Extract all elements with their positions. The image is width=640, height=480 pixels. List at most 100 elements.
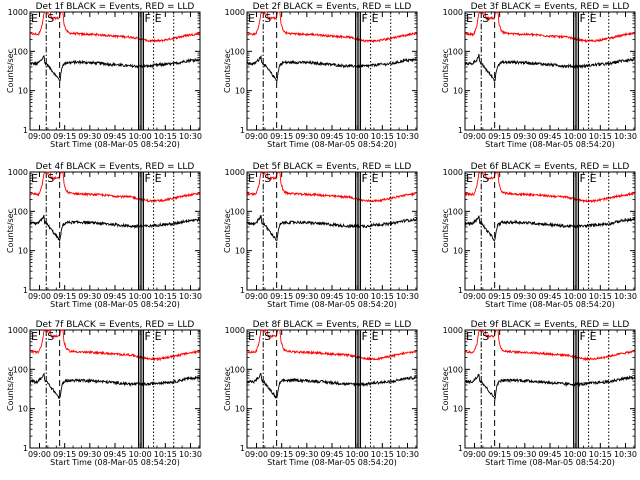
x-tick-label: 09:00 <box>28 292 51 301</box>
x-tick-label: 09:00 <box>245 292 268 301</box>
x-tick-label: 09:00 <box>245 450 268 459</box>
time-marker-label: E <box>466 12 473 25</box>
x-tick-label: 09:15 <box>488 292 511 301</box>
panel-title: Det 9f BLACK = Events, RED = LLD <box>471 320 630 330</box>
y-axis-label: Counts/sec <box>441 367 450 411</box>
lld-series-line <box>29 11 201 43</box>
y-tick-label: 1 <box>458 126 463 135</box>
x-tick-label: 09:15 <box>488 132 511 141</box>
lld-series-line <box>464 10 635 43</box>
time-marker-label: E <box>31 12 38 25</box>
x-tick-label: 09:30 <box>295 450 318 459</box>
x-tick-label: 10:15 <box>589 450 612 459</box>
detector-panel: Det 9f BLACK = Events, RED = LLD 1 10 100 10… <box>441 320 637 467</box>
y-tick-label: 1000 <box>443 326 463 335</box>
events-series-line <box>29 214 201 243</box>
time-marker-label: E <box>590 12 597 25</box>
y-tick-label: 1 <box>23 286 28 295</box>
y-axis-label: Counts/sec <box>223 209 232 253</box>
events-series-line <box>464 53 635 82</box>
x-tick-label: 10:15 <box>154 292 177 301</box>
y-tick-label: 10 <box>453 87 463 96</box>
x-tick-label: 09:15 <box>270 132 293 141</box>
panel-title: Det 6f BLACK = Events, RED = LLD <box>471 162 630 172</box>
x-tick-label: 09:30 <box>295 132 318 141</box>
x-tick-label: 10:15 <box>589 292 612 301</box>
time-marker-label: F <box>580 330 586 343</box>
x-axis-label: Start Time (08-Mar-05 08:54:20) <box>50 458 180 467</box>
y-tick-label: 10 <box>18 247 28 256</box>
time-marker-label: S <box>47 172 54 185</box>
detector-panel: Det 7f BLACK = Events, RED = LLD 1 10 100 10… <box>6 320 202 467</box>
x-axis-label: Start Time (08-Mar-05 08:54:20) <box>485 300 615 309</box>
x-tick-label: 10:15 <box>371 132 394 141</box>
x-axis-label: Start Time (08-Mar-05 08:54:20) <box>267 140 397 149</box>
y-tick-label: 100 <box>448 207 463 216</box>
x-tick-label: 10:15 <box>154 132 177 141</box>
plot-frame <box>464 329 636 449</box>
x-tick-label: 10:15 <box>589 132 612 141</box>
time-marker-label: E <box>590 330 597 343</box>
time-marker-label: S <box>482 330 489 343</box>
x-tick-label: 09:30 <box>513 292 536 301</box>
time-marker-label: S <box>47 12 54 25</box>
lld-series-line <box>246 171 417 203</box>
x-tick-label: 09:45 <box>103 132 126 141</box>
x-tick-label: 10:30 <box>179 292 202 301</box>
x-tick-label: 10:00 <box>129 292 152 301</box>
y-axis-label: Counts/sec <box>223 367 232 411</box>
events-series-line <box>464 373 636 402</box>
y-tick-label: 100 <box>13 365 28 374</box>
panel-title: Det 8f BLACK = Events, RED = LLD <box>253 320 412 330</box>
y-tick-label: 10 <box>18 87 28 96</box>
y-tick-label: 1 <box>240 126 245 135</box>
x-tick-label: 10:30 <box>396 132 419 141</box>
x-tick-label: 10:30 <box>179 450 202 459</box>
y-tick-label: 1000 <box>443 168 463 177</box>
detector-panel: Det 4f BLACK = Events, RED = LLD 1 10 100 10… <box>6 162 202 309</box>
y-axis-label: Counts/sec <box>441 209 450 253</box>
y-tick-label: 1000 <box>225 168 245 177</box>
lld-series-line <box>464 328 635 362</box>
x-tick-label: 09:30 <box>78 292 101 301</box>
x-tick-label: 09:15 <box>53 292 76 301</box>
x-axis-label: Start Time (08-Mar-05 08:54:20) <box>485 140 615 149</box>
x-tick-label: 10:15 <box>154 450 177 459</box>
lld-series-line <box>29 328 200 362</box>
x-tick-label: 09:30 <box>78 450 101 459</box>
panel-title: Det 3f BLACK = Events, RED = LLD <box>471 2 630 12</box>
plot-frame <box>29 11 201 131</box>
y-tick-label: 1000 <box>225 8 245 17</box>
y-tick-label: 1000 <box>8 8 28 17</box>
x-tick-label: 09:00 <box>28 450 51 459</box>
time-marker-label: F <box>362 330 368 343</box>
y-axis-label: Counts/sec <box>6 209 15 253</box>
x-tick-label: 10:00 <box>346 132 369 141</box>
x-tick-label: 09:15 <box>53 132 76 141</box>
x-tick-label: 09:15 <box>488 450 511 459</box>
events-series-line <box>246 54 417 83</box>
x-tick-label: 09:15 <box>270 450 293 459</box>
x-tick-label: 09:30 <box>513 132 536 141</box>
time-marker-label: F <box>145 12 151 25</box>
y-axis-label: Counts/sec <box>6 367 15 411</box>
x-tick-label: 10:30 <box>179 132 202 141</box>
time-marker-label: E <box>248 12 255 25</box>
time-marker-label: E <box>466 330 473 343</box>
y-tick-label: 100 <box>230 47 245 56</box>
x-tick-label: 09:15 <box>53 450 76 459</box>
y-tick-label: 1000 <box>8 168 28 177</box>
x-tick-label: 09:45 <box>538 450 561 459</box>
time-marker-label: S <box>482 172 489 185</box>
x-tick-label: 09:45 <box>103 450 126 459</box>
detector-panel: Det 2f BLACK = Events, RED = LLD 1 10 100 10… <box>223 2 419 149</box>
x-tick-label: 09:45 <box>320 132 343 141</box>
plot-frame <box>246 11 418 131</box>
time-marker-label: F <box>362 172 368 185</box>
y-tick-label: 100 <box>13 207 28 216</box>
panel-title: Det 7f BLACK = Events, RED = LLD <box>36 320 195 330</box>
plot-frame <box>246 329 418 449</box>
y-tick-label: 100 <box>230 365 245 374</box>
x-tick-label: 10:00 <box>129 132 152 141</box>
